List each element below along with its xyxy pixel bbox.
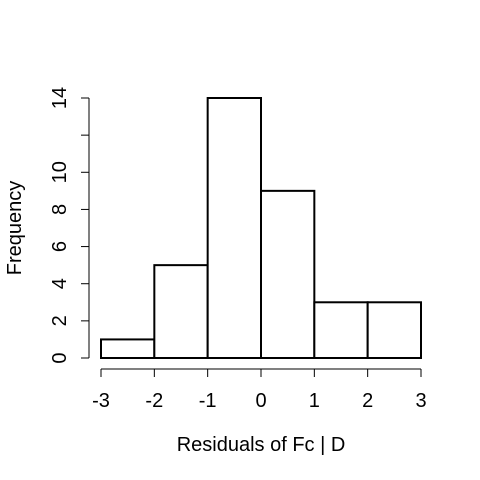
y-tick-label-5: 10 (49, 161, 71, 183)
histogram-bar-3 (260, 189, 316, 359)
histogram-bar-2 (206, 97, 263, 359)
y-tick-label-2: 4 (49, 278, 71, 289)
x-tick-label-3: 0 (255, 390, 266, 412)
x-axis-label: Residuals of Fc | D (177, 434, 346, 456)
histogram-bar-5 (366, 301, 422, 359)
y-tick-label-4: 8 (49, 204, 71, 215)
x-tick-label-4: 1 (309, 390, 320, 412)
y-tick-label-1: 2 (49, 315, 71, 326)
x-tick-label-6: 3 (415, 390, 426, 412)
y-axis-label: Frequency (4, 181, 26, 276)
y-tick-label-6: 14 (49, 87, 71, 109)
bars-group (100, 97, 422, 359)
x-tick-label-5: 2 (362, 390, 373, 412)
x-tick-label-0: -3 (92, 390, 110, 412)
y-tick-label-3: 6 (49, 241, 71, 252)
histogram-bar-0 (100, 338, 156, 359)
y-axis: 0 2 4 6 8 10 14 (49, 87, 90, 364)
x-axis: -3 -2 -1 0 1 2 3 (92, 368, 427, 412)
histogram-bar-1 (153, 264, 209, 359)
x-tick-label-1: -2 (145, 390, 163, 412)
y-tick-label-0: 0 (49, 352, 71, 363)
x-tick-label-2: -1 (199, 390, 217, 412)
histogram-bar-4 (313, 301, 369, 359)
